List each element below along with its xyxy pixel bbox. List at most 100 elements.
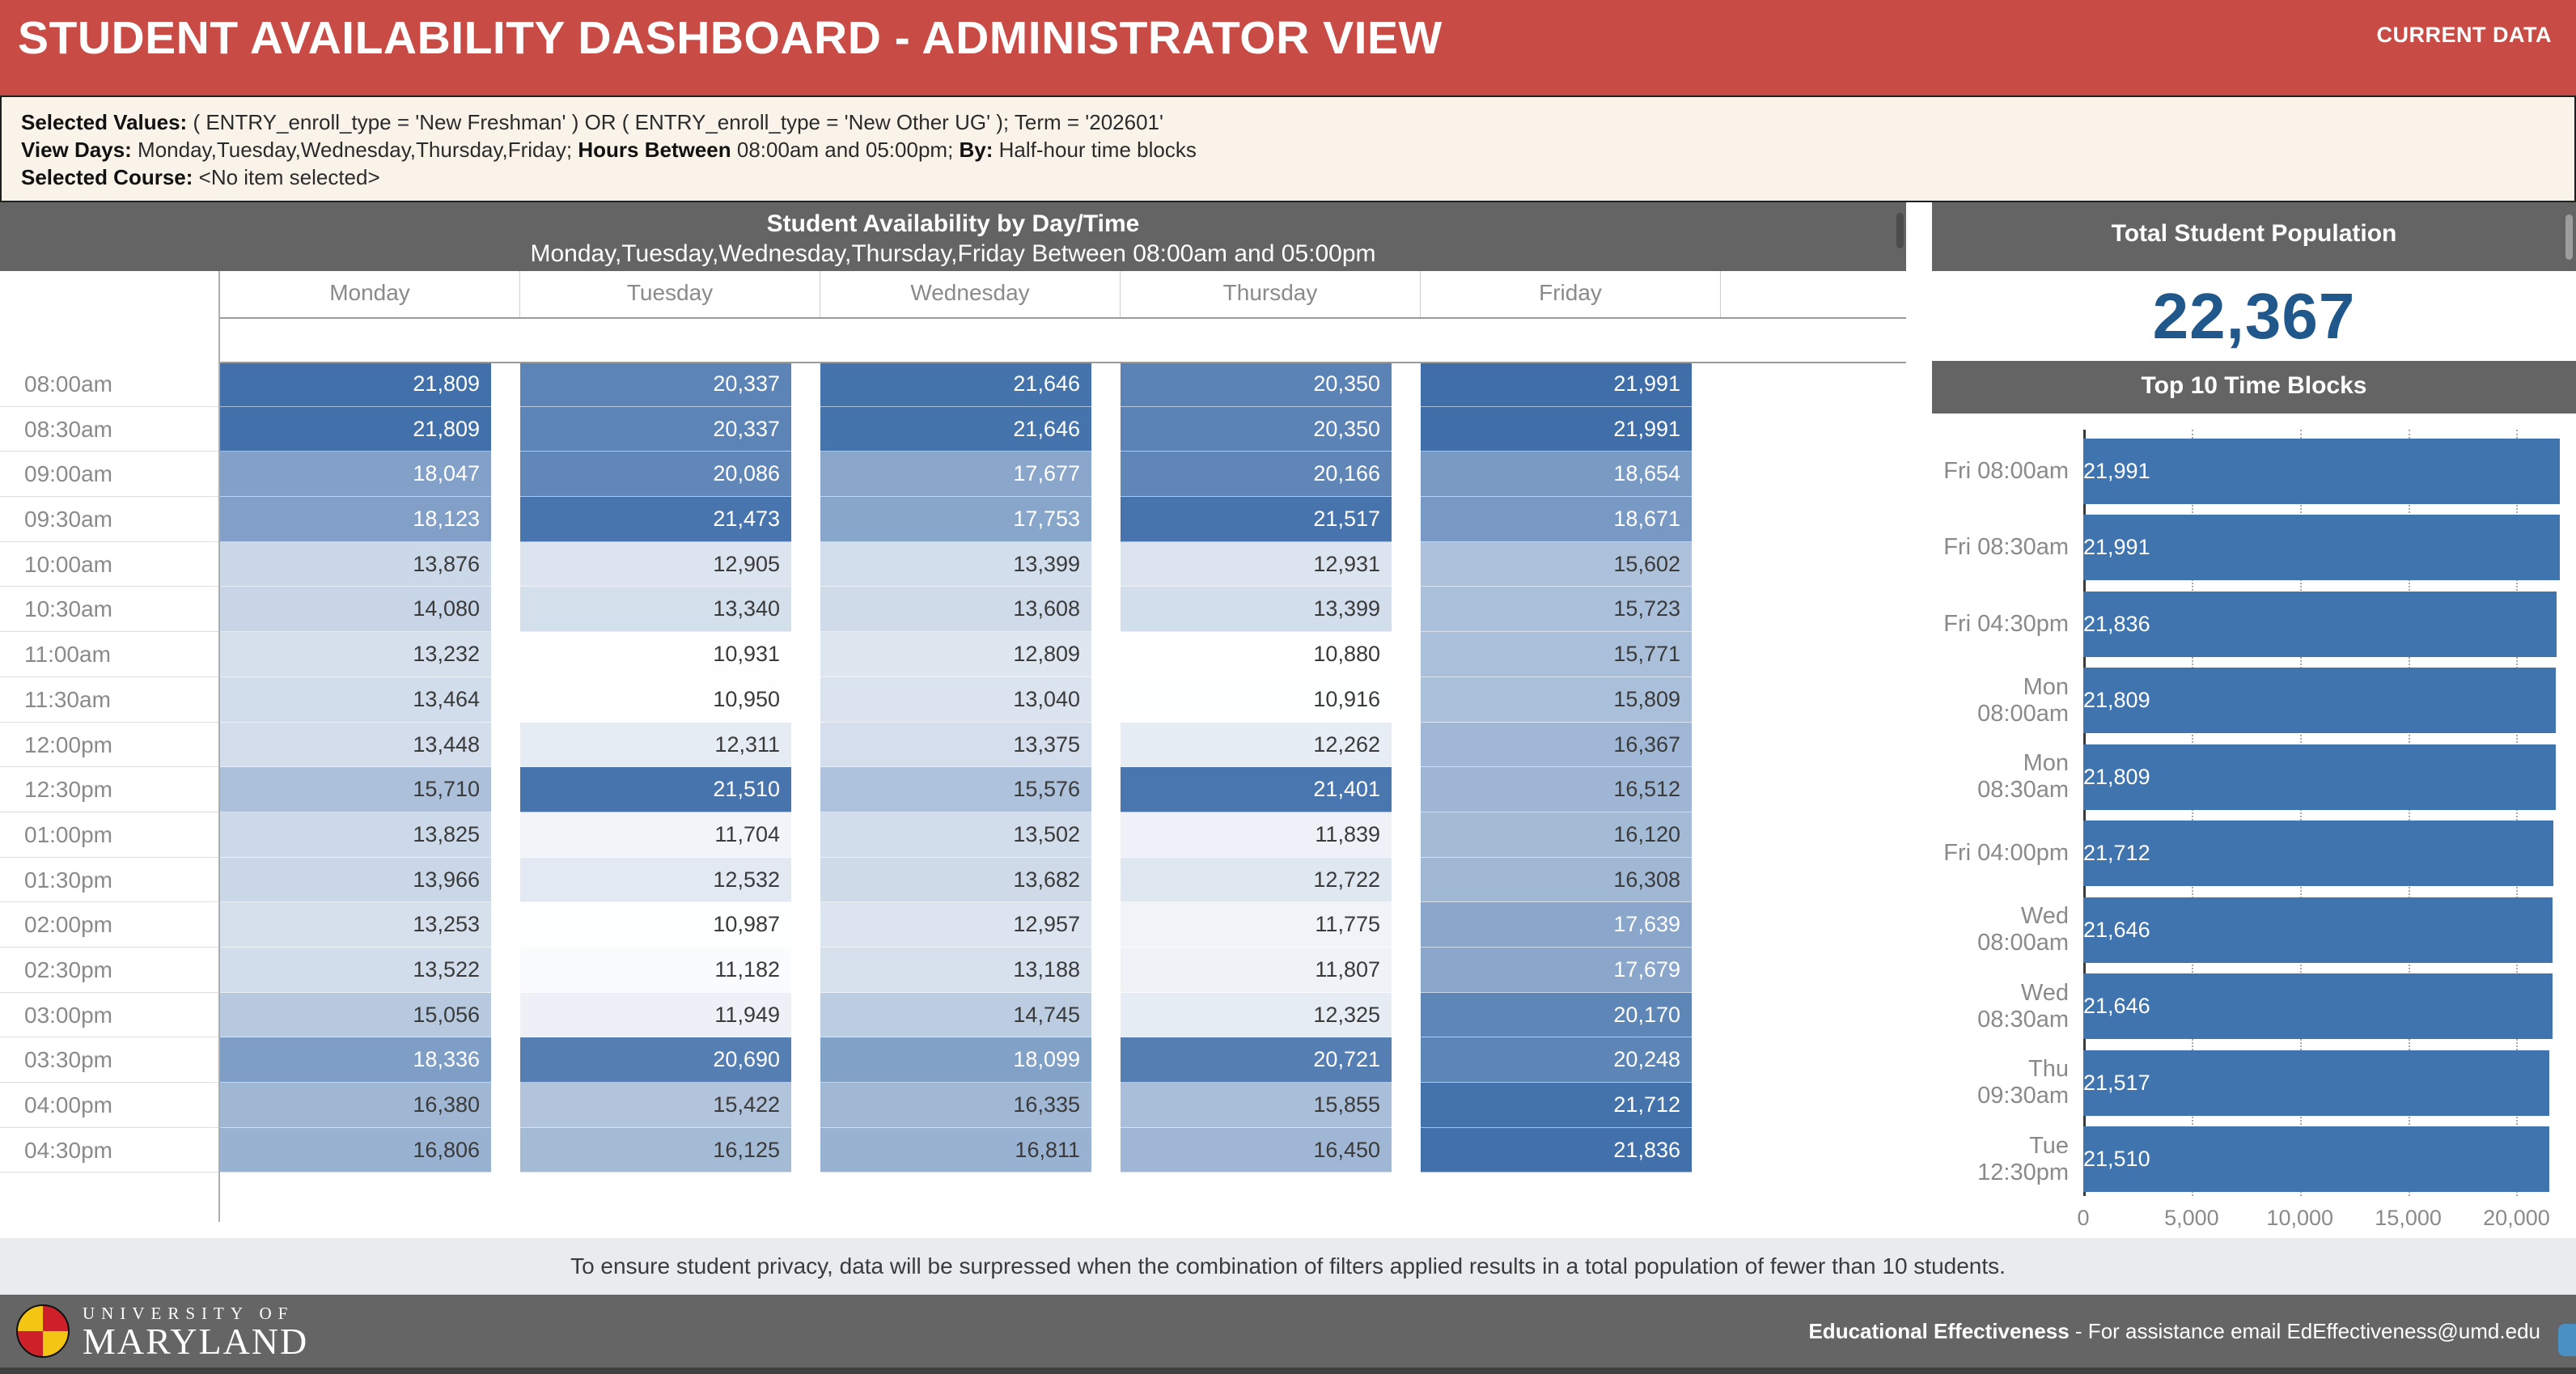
availability-cell-tuesday-09:00am[interactable]: 20,086 bbox=[520, 452, 791, 498]
availability-cell-friday-01:30pm[interactable]: 16,308 bbox=[1421, 857, 1692, 903]
time-label[interactable]: 12:00pm bbox=[0, 723, 220, 768]
time-block-bar-fri-08-00am[interactable]: 21,991 bbox=[2083, 438, 2560, 504]
column-header-monday[interactable]: Monday bbox=[220, 271, 520, 317]
time-label[interactable]: 08:00am bbox=[0, 362, 220, 407]
availability-cell-monday-08:30am[interactable]: 21,809 bbox=[220, 406, 491, 452]
availability-cell-tuesday-02:00pm[interactable]: 10,987 bbox=[520, 902, 791, 948]
availability-cell-thursday-08:00am[interactable]: 20,350 bbox=[1121, 362, 1392, 407]
availability-cell-thursday-04:30pm[interactable]: 16,450 bbox=[1121, 1127, 1392, 1173]
availability-cell-monday-03:30pm[interactable]: 18,336 bbox=[220, 1037, 491, 1083]
time-label[interactable]: 03:30pm bbox=[0, 1037, 220, 1083]
availability-cell-friday-09:00am[interactable]: 18,654 bbox=[1421, 452, 1692, 498]
availability-cell-friday-03:30pm[interactable]: 20,248 bbox=[1421, 1037, 1692, 1083]
availability-cell-tuesday-01:30pm[interactable]: 12,532 bbox=[520, 857, 791, 903]
availability-cell-monday-04:30pm[interactable]: 16,806 bbox=[220, 1127, 491, 1173]
column-header-tuesday[interactable]: Tuesday bbox=[520, 271, 820, 317]
time-label[interactable]: 01:00pm bbox=[0, 812, 220, 858]
availability-cell-friday-12:30pm[interactable]: 16,512 bbox=[1421, 767, 1692, 812]
time-label[interactable]: 03:00pm bbox=[0, 993, 220, 1038]
time-label[interactable]: 10:30am bbox=[0, 587, 220, 633]
availability-cell-thursday-11:00am[interactable]: 10,880 bbox=[1121, 632, 1392, 677]
availability-cell-thursday-03:00pm[interactable]: 12,325 bbox=[1121, 992, 1392, 1038]
time-label[interactable]: 08:30am bbox=[0, 407, 220, 452]
availability-cell-wednesday-03:00pm[interactable]: 14,745 bbox=[820, 992, 1091, 1038]
availability-cell-friday-08:30am[interactable]: 21,991 bbox=[1421, 406, 1692, 452]
availability-cell-wednesday-08:30am[interactable]: 21,646 bbox=[820, 406, 1091, 452]
availability-cell-monday-09:00am[interactable]: 18,047 bbox=[220, 452, 491, 498]
availability-cell-thursday-02:00pm[interactable]: 11,775 bbox=[1121, 902, 1392, 948]
availability-cell-tuesday-02:30pm[interactable]: 11,182 bbox=[520, 947, 791, 993]
availability-cell-tuesday-08:00am[interactable]: 20,337 bbox=[520, 362, 791, 407]
availability-cell-tuesday-04:30pm[interactable]: 16,125 bbox=[520, 1127, 791, 1173]
availability-cell-monday-04:00pm[interactable]: 16,380 bbox=[220, 1083, 491, 1128]
availability-cell-thursday-03:30pm[interactable]: 20,721 bbox=[1121, 1037, 1392, 1083]
availability-cell-wednesday-01:00pm[interactable]: 13,502 bbox=[820, 812, 1091, 858]
availability-cell-friday-04:00pm[interactable]: 21,712 bbox=[1421, 1083, 1692, 1128]
availability-cell-tuesday-10:00am[interactable]: 12,905 bbox=[520, 541, 791, 587]
availability-cell-friday-04:30pm[interactable]: 21,836 bbox=[1421, 1127, 1692, 1173]
column-header-friday[interactable]: Friday bbox=[1421, 271, 1721, 317]
time-label[interactable]: 02:00pm bbox=[0, 902, 220, 948]
availability-cell-wednesday-12:30pm[interactable]: 15,576 bbox=[820, 767, 1091, 812]
time-block-bar-wed-08-00am[interactable]: 21,646 bbox=[2083, 897, 2553, 963]
availability-cell-thursday-01:00pm[interactable]: 11,839 bbox=[1121, 812, 1392, 858]
time-label[interactable]: 04:00pm bbox=[0, 1083, 220, 1128]
availability-cell-wednesday-11:00am[interactable]: 12,809 bbox=[820, 632, 1091, 677]
time-label[interactable]: 10:00am bbox=[0, 542, 220, 587]
availability-cell-wednesday-08:00am[interactable]: 21,646 bbox=[820, 362, 1091, 407]
availability-cell-monday-01:00pm[interactable]: 13,825 bbox=[220, 812, 491, 858]
time-block-bar-fri-08-30am[interactable]: 21,991 bbox=[2083, 515, 2560, 581]
availability-cell-monday-02:30pm[interactable]: 13,522 bbox=[220, 947, 491, 993]
availability-cell-tuesday-11:00am[interactable]: 10,931 bbox=[520, 632, 791, 677]
availability-cell-wednesday-02:30pm[interactable]: 13,188 bbox=[820, 947, 1091, 993]
availability-cell-thursday-10:30am[interactable]: 13,399 bbox=[1121, 587, 1392, 633]
availability-cell-wednesday-10:30am[interactable]: 13,608 bbox=[820, 587, 1091, 633]
availability-cell-friday-08:00am[interactable]: 21,991 bbox=[1421, 362, 1692, 407]
availability-cell-tuesday-09:30am[interactable]: 21,473 bbox=[520, 497, 791, 542]
availability-cell-friday-12:00pm[interactable]: 16,367 bbox=[1421, 722, 1692, 768]
availability-cell-thursday-12:00pm[interactable]: 12,262 bbox=[1121, 722, 1392, 768]
availability-cell-friday-03:00pm[interactable]: 20,170 bbox=[1421, 992, 1692, 1038]
availability-cell-tuesday-04:00pm[interactable]: 15,422 bbox=[520, 1083, 791, 1128]
availability-cell-friday-02:30pm[interactable]: 17,679 bbox=[1421, 947, 1692, 993]
time-block-bar-fri-04-00pm[interactable]: 21,712 bbox=[2083, 821, 2554, 887]
corner-widget[interactable] bbox=[2558, 1324, 2576, 1356]
availability-cell-thursday-01:30pm[interactable]: 12,722 bbox=[1121, 857, 1392, 903]
availability-cell-monday-08:00am[interactable]: 21,809 bbox=[220, 362, 491, 407]
column-header-thursday[interactable]: Thursday bbox=[1121, 271, 1421, 317]
availability-cell-tuesday-12:00pm[interactable]: 12,311 bbox=[520, 722, 791, 768]
availability-cell-wednesday-01:30pm[interactable]: 13,682 bbox=[820, 857, 1091, 903]
availability-cell-tuesday-08:30am[interactable]: 20,337 bbox=[520, 406, 791, 452]
availability-cell-thursday-09:30am[interactable]: 21,517 bbox=[1121, 497, 1392, 542]
availability-cell-friday-11:00am[interactable]: 15,771 bbox=[1421, 632, 1692, 677]
availability-cell-monday-12:00pm[interactable]: 13,448 bbox=[220, 722, 491, 768]
time-block-bar-mon-08-30am[interactable]: 21,809 bbox=[2083, 744, 2556, 810]
availability-cell-wednesday-02:00pm[interactable]: 12,957 bbox=[820, 902, 1091, 948]
time-label[interactable]: 01:30pm bbox=[0, 858, 220, 903]
time-label[interactable]: 11:30am bbox=[0, 677, 220, 723]
availability-cell-thursday-04:00pm[interactable]: 15,855 bbox=[1121, 1083, 1392, 1128]
availability-cell-monday-01:30pm[interactable]: 13,966 bbox=[220, 857, 491, 903]
availability-cell-thursday-12:30pm[interactable]: 21,401 bbox=[1121, 767, 1392, 812]
availability-cell-friday-01:00pm[interactable]: 16,120 bbox=[1421, 812, 1692, 858]
heatmap-scrollbar-thumb[interactable] bbox=[1896, 213, 1904, 248]
time-label[interactable]: 12:30pm bbox=[0, 767, 220, 812]
availability-cell-friday-10:00am[interactable]: 15,602 bbox=[1421, 541, 1692, 587]
availability-cell-wednesday-04:00pm[interactable]: 16,335 bbox=[820, 1083, 1091, 1128]
availability-cell-wednesday-04:30pm[interactable]: 16,811 bbox=[820, 1127, 1091, 1173]
time-label[interactable]: 02:30pm bbox=[0, 948, 220, 993]
availability-cell-wednesday-09:30am[interactable]: 17,753 bbox=[820, 497, 1091, 542]
availability-cell-tuesday-11:30am[interactable]: 10,950 bbox=[520, 676, 791, 723]
time-block-bar-wed-08-30am[interactable]: 21,646 bbox=[2083, 973, 2553, 1040]
time-block-bar-fri-04-30pm[interactable]: 21,836 bbox=[2083, 591, 2557, 657]
availability-cell-tuesday-12:30pm[interactable]: 21,510 bbox=[520, 767, 791, 812]
availability-cell-thursday-09:00am[interactable]: 20,166 bbox=[1121, 452, 1392, 498]
availability-cell-wednesday-03:30pm[interactable]: 18,099 bbox=[820, 1037, 1091, 1083]
availability-cell-friday-09:30am[interactable]: 18,671 bbox=[1421, 497, 1692, 542]
availability-cell-monday-02:00pm[interactable]: 13,253 bbox=[220, 902, 491, 948]
availability-cell-monday-11:30am[interactable]: 13,464 bbox=[220, 676, 491, 723]
time-block-bar-mon-08-00am[interactable]: 21,809 bbox=[2083, 668, 2556, 734]
time-label[interactable]: 04:30pm bbox=[0, 1128, 220, 1173]
availability-cell-tuesday-03:00pm[interactable]: 11,949 bbox=[520, 992, 791, 1038]
availability-cell-thursday-02:30pm[interactable]: 11,807 bbox=[1121, 947, 1392, 993]
